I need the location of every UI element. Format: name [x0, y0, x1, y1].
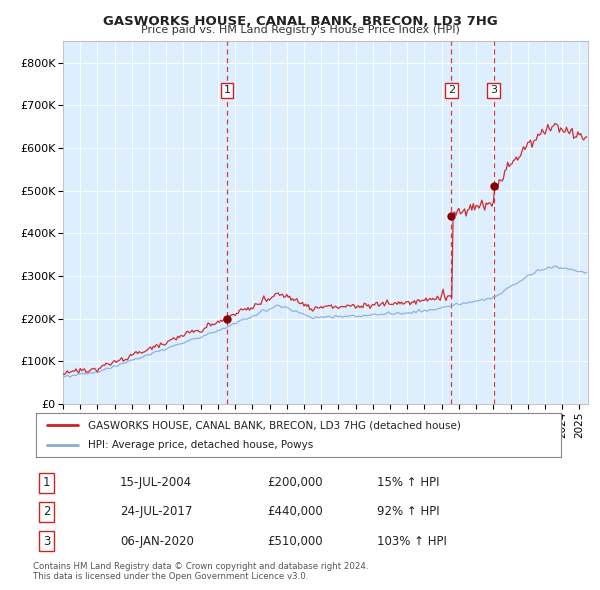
Text: Price paid vs. HM Land Registry's House Price Index (HPI): Price paid vs. HM Land Registry's House …: [140, 25, 460, 35]
Text: 2: 2: [43, 505, 50, 519]
Text: £440,000: £440,000: [267, 505, 323, 519]
Text: GASWORKS HOUSE, CANAL BANK, BRECON, LD3 7HG (detached house): GASWORKS HOUSE, CANAL BANK, BRECON, LD3 …: [89, 421, 461, 430]
Text: 3: 3: [490, 86, 497, 95]
Text: 92% ↑ HPI: 92% ↑ HPI: [377, 505, 440, 519]
Text: £200,000: £200,000: [267, 476, 323, 489]
Text: HPI: Average price, detached house, Powys: HPI: Average price, detached house, Powy…: [89, 440, 314, 450]
Text: 24-JUL-2017: 24-JUL-2017: [120, 505, 193, 519]
Text: Contains HM Land Registry data © Crown copyright and database right 2024.
This d: Contains HM Land Registry data © Crown c…: [33, 562, 368, 581]
Text: 06-JAN-2020: 06-JAN-2020: [120, 535, 194, 548]
Text: 15-JUL-2004: 15-JUL-2004: [120, 476, 192, 489]
Text: 3: 3: [43, 535, 50, 548]
Text: 1: 1: [43, 476, 50, 489]
Text: 2: 2: [448, 86, 455, 95]
Text: £510,000: £510,000: [267, 535, 323, 548]
Text: 1: 1: [224, 86, 231, 95]
Text: 103% ↑ HPI: 103% ↑ HPI: [377, 535, 447, 548]
Text: GASWORKS HOUSE, CANAL BANK, BRECON, LD3 7HG: GASWORKS HOUSE, CANAL BANK, BRECON, LD3 …: [103, 15, 497, 28]
Text: 15% ↑ HPI: 15% ↑ HPI: [377, 476, 440, 489]
